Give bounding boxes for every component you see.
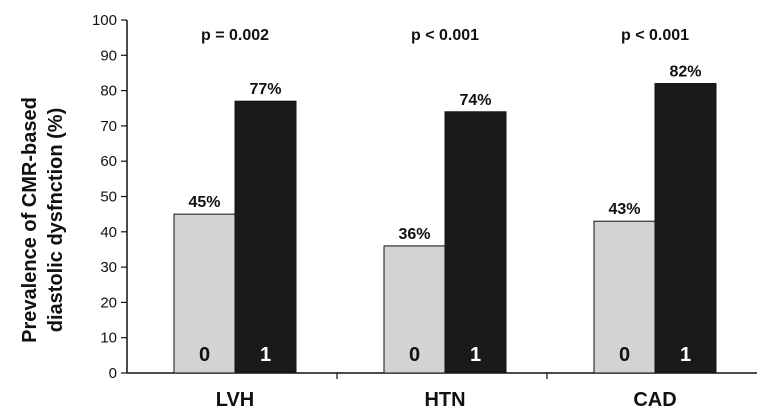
x-category-label: CAD <box>633 389 676 411</box>
bar-cad-0 <box>593 220 656 374</box>
y-tick-label: 70 <box>100 118 117 135</box>
bar-series-label: 0 <box>409 344 420 366</box>
data-label: 74% <box>459 92 491 109</box>
data-label: 82% <box>669 64 701 81</box>
bar-htn-1 <box>444 111 507 374</box>
bar-htn-0 <box>383 245 446 374</box>
bar-series-label: 1 <box>680 344 691 366</box>
bar-series-label: 1 <box>260 344 271 366</box>
y-tick-label: 20 <box>100 294 117 311</box>
data-label: 36% <box>398 226 430 243</box>
y-tick-label: 100 <box>92 12 117 29</box>
x-category-label: HTN <box>424 389 465 411</box>
y-axis-title-line-2: diastolic dysfnction (%) <box>45 108 67 332</box>
x-axis-labels: LVH HTN CAD <box>216 373 677 411</box>
bar-series-label: 1 <box>470 344 481 366</box>
p-value-label: p = 0.002 <box>201 27 269 44</box>
y-tick-label: 10 <box>100 330 117 347</box>
bar-series-label: 0 <box>619 344 630 366</box>
data-label: 43% <box>608 201 640 218</box>
p-value-annotations: p = 0.002 p < 0.001 p < 0.001 <box>201 27 689 44</box>
p-value-label: p < 0.001 <box>411 27 479 44</box>
y-axis-title: Prevalence of CMR-based diastolic dysfnc… <box>19 97 67 343</box>
x-category-label: LVH <box>216 389 255 411</box>
bar-series-label: 0 <box>199 344 210 366</box>
y-tick-label: 40 <box>100 224 117 241</box>
y-tick-label: 90 <box>100 47 117 64</box>
y-tick-label: 0 <box>109 365 117 382</box>
data-label: 77% <box>249 81 281 98</box>
y-axis-title-line-1: Prevalence of CMR-based <box>19 97 41 343</box>
y-tick-label: 30 <box>100 259 117 276</box>
p-value-label: p < 0.001 <box>621 27 689 44</box>
y-tick-label: 60 <box>100 153 117 170</box>
bar-lvh-0 <box>173 213 236 374</box>
data-label: 45% <box>188 194 220 211</box>
y-tick-label: 50 <box>100 189 117 206</box>
y-axis-ticks: 0 10 20 30 40 50 60 70 80 90 100 <box>92 12 127 382</box>
y-tick-label: 80 <box>100 83 117 100</box>
bar-cad-1 <box>654 83 717 374</box>
bars: 45% 0 77% 1 36% 0 74% 1 43% 0 82% 1 <box>173 64 717 374</box>
bar-lvh-1 <box>234 100 297 374</box>
